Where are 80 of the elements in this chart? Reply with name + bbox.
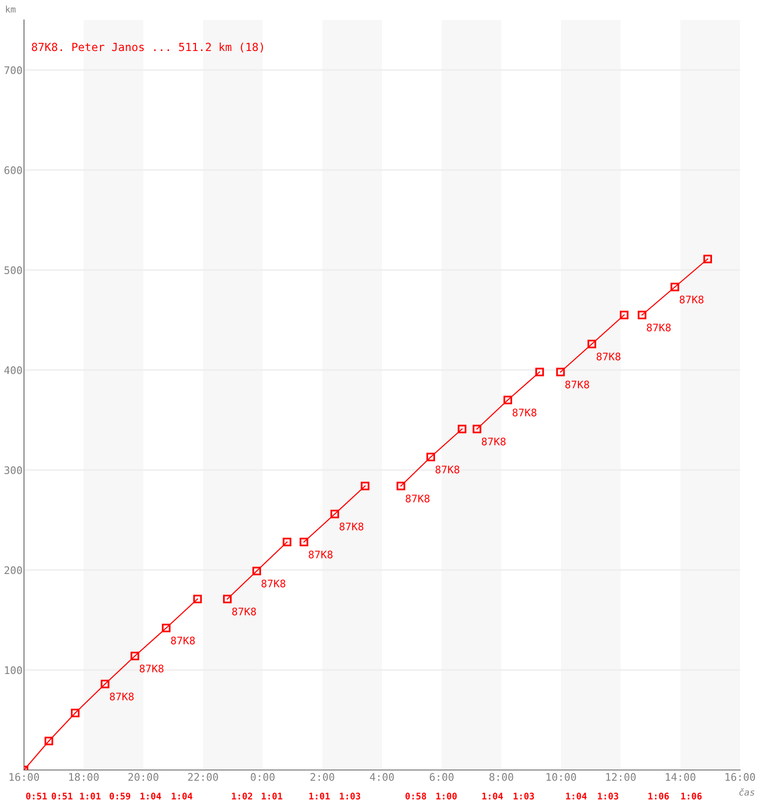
annotation: 87K8 [406, 494, 430, 502]
x-tick-label: 2:00 [310, 773, 334, 781]
point [588, 340, 596, 348]
text: 0:58 [405, 792, 426, 800]
text: 1:04 [482, 792, 503, 800]
text: 0:59 [110, 792, 130, 800]
y-tick-label: 600 [4, 166, 22, 174]
annotation: 87K8 [565, 380, 590, 388]
annotation: 87K8 [436, 466, 460, 474]
y-tick-label: 400 [4, 366, 22, 374]
point [252, 566, 262, 576]
annotation: 87K8 [596, 352, 620, 360]
x-axis-title: čas [739, 788, 754, 796]
text: 1:03 [340, 792, 360, 800]
text: 1:01 [80, 792, 101, 800]
text: 1:04 [140, 792, 162, 800]
x-tick-label: 16:00 [10, 773, 40, 781]
annotation: 87K8 [482, 438, 506, 446]
y-tick-label: 300 [4, 466, 22, 474]
text: 87K8. Peter Janos ... 511.2 km (18) [32, 42, 263, 52]
annotation: 87K8 [262, 580, 286, 588]
text: 0:51 [52, 792, 72, 800]
annotation: 87K8 [646, 324, 671, 332]
y-tick-label: 700 [4, 66, 22, 74]
y-tick-label: 500 [4, 266, 22, 274]
annotation: 87K8 [232, 608, 256, 616]
text: 1:00 [436, 792, 457, 800]
point [162, 624, 171, 632]
text: 1:01 [309, 792, 330, 800]
point [620, 310, 628, 320]
x-tick-label: 10:00 [546, 773, 576, 781]
x-tick-label: 22:00 [188, 773, 218, 781]
text: 1:04 [172, 792, 192, 800]
point [556, 368, 565, 376]
x-tick-label: 8:00 [489, 773, 514, 781]
point [44, 736, 54, 746]
text: 1:04 [566, 792, 587, 800]
text: 1:03 [598, 792, 618, 800]
point [472, 424, 482, 434]
point [330, 510, 340, 518]
text: 1:06 [648, 792, 669, 800]
text: 1:06 [681, 792, 702, 800]
text: 1:03 [514, 792, 534, 800]
point [100, 680, 110, 688]
point [360, 482, 370, 490]
y-axis-title: km [6, 6, 16, 13]
point [503, 396, 512, 404]
x-tick-label: 16:00 [726, 773, 756, 781]
point [703, 254, 712, 264]
point [70, 708, 80, 718]
point [223, 594, 232, 604]
point [130, 652, 140, 660]
y-tick-label: 100 [5, 666, 22, 674]
point [396, 482, 406, 490]
point [193, 594, 202, 604]
x-tick-label: 4:00 [370, 773, 394, 781]
annotation: 87K8 [340, 522, 364, 530]
annotation: 87K8 [171, 636, 195, 644]
point [282, 538, 292, 546]
point [638, 310, 646, 320]
text: 1:01 [262, 792, 282, 800]
point [670, 282, 680, 292]
x-tick-label: 6:00 [430, 773, 454, 781]
x-tick-label: 18:00 [69, 773, 99, 781]
annotation: 87K8 [140, 664, 164, 672]
y-tick-label: 200 [4, 566, 22, 574]
text: 0:51 [26, 792, 47, 800]
annotation: 87K8 [308, 550, 333, 558]
x-tick-label: 0:00 [250, 773, 275, 781]
text: 1:02 [232, 792, 252, 800]
annotation: 87K8 [680, 296, 704, 304]
point [426, 452, 436, 462]
x-tick-label: 12:00 [606, 773, 636, 781]
point [300, 538, 308, 546]
point [535, 368, 544, 376]
annotation: 87K8 [110, 692, 134, 700]
x-tick-label: 14:00 [666, 773, 696, 781]
annotation: 87K8 [512, 408, 536, 416]
point [458, 424, 466, 434]
x-tick-label: 20:00 [128, 773, 158, 781]
